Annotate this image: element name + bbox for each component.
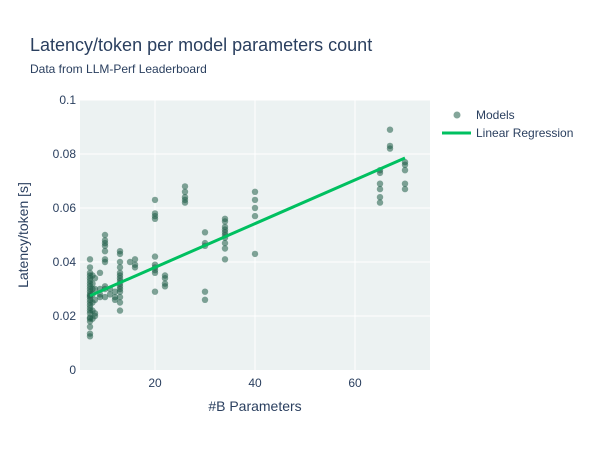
data-point	[101, 231, 109, 239]
data-point	[221, 256, 229, 263]
data-point	[221, 223, 229, 231]
data-point	[161, 280, 169, 287]
data-point	[116, 293, 124, 301]
data-point	[181, 194, 189, 201]
data-point	[116, 264, 124, 271]
data-point	[376, 194, 384, 201]
chart-title: Latency/token per model parameters count	[30, 35, 372, 55]
data-point	[401, 180, 409, 187]
data-point	[376, 199, 384, 206]
data-point	[96, 269, 104, 276]
regression-line	[89, 156, 406, 298]
data-point	[86, 323, 94, 330]
y-axis-title: Latency/token [s]	[15, 182, 31, 288]
data-point	[251, 204, 259, 212]
data-point	[151, 288, 159, 295]
x-tick-label: 60	[348, 376, 362, 390]
legend: Models Linear Regression	[442, 108, 573, 140]
legend-regression-label[interactable]: Linear Regression	[476, 126, 573, 140]
data-point	[131, 256, 139, 263]
data-point	[86, 264, 94, 271]
x-axis-title: #B Parameters	[208, 398, 301, 414]
legend-models-marker[interactable]	[453, 111, 461, 119]
data-point	[201, 288, 209, 295]
data-point	[201, 296, 209, 303]
data-point	[401, 158, 409, 166]
data-point	[221, 215, 229, 222]
data-point	[131, 261, 139, 268]
data-point	[401, 167, 409, 174]
data-point	[106, 291, 114, 298]
data-point	[91, 275, 99, 282]
data-point	[251, 196, 259, 204]
data-point	[111, 293, 119, 301]
data-point	[161, 272, 169, 279]
data-point	[89, 280, 96, 287]
data-point	[101, 248, 109, 255]
data-point	[251, 188, 259, 195]
data-point	[116, 258, 124, 266]
regression-line-group	[89, 156, 406, 298]
axis-ticks: 0 0.02 0.04 0.06 0.08 0.1 20 40 60	[53, 93, 362, 390]
data-point	[201, 229, 209, 236]
data-point	[221, 245, 229, 252]
data-point	[151, 210, 159, 217]
data-point	[86, 256, 94, 263]
y-tick-label: 0.08	[53, 147, 77, 161]
x-tick-label: 40	[248, 376, 262, 390]
data-point	[151, 196, 159, 204]
data-point	[251, 250, 259, 258]
data-point	[386, 142, 394, 150]
data-point	[116, 269, 124, 276]
data-point	[181, 188, 189, 195]
data-point	[126, 258, 134, 266]
y-tick-label: 0.02	[53, 309, 77, 323]
y-tick-label: 0.04	[53, 255, 77, 269]
y-tick-label: 0.1	[59, 93, 76, 107]
data-point	[101, 237, 109, 244]
data-point	[251, 212, 259, 220]
data-point	[101, 293, 109, 301]
data-point	[111, 288, 119, 295]
y-tick-label: 0.06	[53, 201, 77, 215]
data-point	[86, 330, 94, 337]
data-point	[376, 180, 384, 187]
data-point	[116, 299, 124, 306]
data-point	[101, 256, 109, 263]
legend-models-label[interactable]: Models	[476, 108, 515, 122]
chart-subtitle: Data from LLM-Perf Leaderboard	[30, 62, 207, 76]
data-point	[151, 253, 159, 260]
data-point	[116, 248, 124, 255]
data-point	[401, 185, 409, 193]
data-point	[181, 183, 189, 190]
x-tick-label: 20	[148, 376, 162, 390]
data-point	[91, 296, 99, 303]
y-tick-label: 0	[69, 363, 76, 377]
data-point	[221, 239, 229, 247]
data-point	[91, 310, 99, 317]
data-point	[376, 185, 384, 193]
data-point	[116, 307, 124, 314]
data-point	[91, 285, 99, 293]
data-point	[386, 126, 394, 133]
